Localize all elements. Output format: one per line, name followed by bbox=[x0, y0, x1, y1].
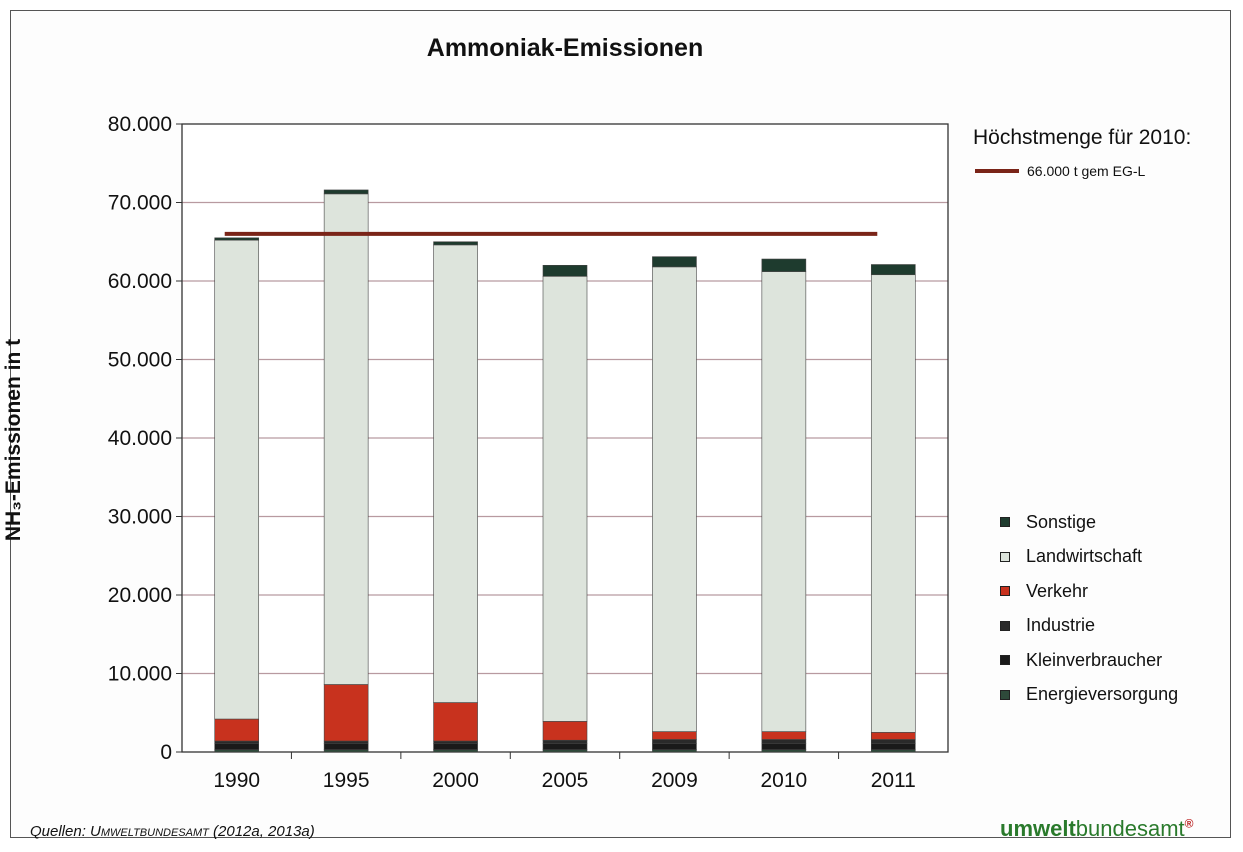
y-tick-label: 0 bbox=[160, 741, 172, 764]
bar-segment bbox=[214, 740, 260, 744]
x-tick-label: 2011 bbox=[871, 769, 916, 792]
bar-segment bbox=[542, 721, 588, 741]
bar-segment bbox=[542, 743, 588, 750]
legend-item: Sonstige bbox=[1000, 505, 1178, 540]
bar-segment bbox=[870, 274, 916, 733]
bar-segment bbox=[761, 743, 807, 750]
limit-legend-title: Höchstmenge für 2010: bbox=[973, 126, 1192, 149]
legend-label: Kleinverbraucher bbox=[1026, 649, 1163, 670]
bar-segment bbox=[761, 739, 807, 744]
bar-segment bbox=[652, 749, 697, 753]
source-prefix: Quellen: bbox=[30, 823, 91, 840]
legend-item: Landwirtschaft bbox=[1000, 540, 1178, 575]
y-tick-label: 60.000 bbox=[108, 270, 172, 293]
bar-segment bbox=[761, 258, 807, 272]
bar-segment bbox=[323, 684, 369, 742]
bar-segment bbox=[323, 740, 369, 744]
bar-segment bbox=[870, 743, 916, 750]
bar-segment bbox=[870, 732, 916, 740]
source-note: Quellen: Umweltbundesamt (2012a, 2013a) bbox=[30, 823, 315, 840]
bar-segment bbox=[652, 739, 697, 744]
legend-swatch bbox=[1000, 620, 1010, 631]
y-tick-label: 50.000 bbox=[108, 349, 172, 372]
bar-segment bbox=[870, 264, 916, 276]
bar-segment bbox=[761, 271, 807, 732]
bar-segment bbox=[652, 266, 697, 732]
bar-segment bbox=[433, 244, 478, 703]
bar-segment bbox=[323, 193, 369, 685]
legend-swatch bbox=[1000, 655, 1010, 666]
bar-segment bbox=[870, 739, 916, 744]
bar-segment bbox=[214, 239, 260, 720]
bar-segment bbox=[323, 189, 369, 195]
series-legend: Sonstige Landwirtschaft Verkehr Industrie Kl… bbox=[1000, 505, 1178, 712]
bar-segment bbox=[761, 731, 807, 740]
bar-segment bbox=[652, 743, 697, 750]
bar-segment bbox=[870, 749, 916, 753]
legend-item: Kleinverbraucher bbox=[1000, 643, 1178, 678]
legend-label: Verkehr bbox=[1026, 580, 1089, 601]
bar-segment bbox=[542, 264, 588, 277]
brand-logo: umweltbundesamt® bbox=[1000, 816, 1194, 842]
y-tick-label: 70.000 bbox=[108, 192, 172, 215]
legend-label: Industrie bbox=[1026, 615, 1096, 636]
x-tick-label: 1990 bbox=[213, 769, 260, 792]
y-tick-label: 40.000 bbox=[108, 427, 172, 450]
bar-segment bbox=[214, 743, 260, 750]
bar-segment bbox=[214, 718, 260, 742]
bar-segment bbox=[652, 256, 697, 268]
y-tick-label: 20.000 bbox=[108, 584, 172, 607]
bar-segment bbox=[433, 749, 478, 753]
bar-segment bbox=[323, 743, 369, 750]
bar-segment bbox=[214, 749, 260, 753]
limit-legend-entry: 66.000 t gem EG-L bbox=[975, 163, 1145, 179]
legend-swatch bbox=[1000, 517, 1010, 528]
y-tick-label: 10.000 bbox=[108, 663, 172, 686]
limit-line-swatch bbox=[975, 169, 1019, 173]
legend-item: Energieversorgung bbox=[1000, 678, 1178, 713]
legend-swatch bbox=[1000, 689, 1010, 700]
source-suffix: (2012a, 2013a) bbox=[208, 823, 315, 840]
brand-rest: bundesamt bbox=[1075, 816, 1185, 841]
x-tick-label: 1995 bbox=[323, 769, 370, 792]
legend-swatch bbox=[1000, 551, 1010, 562]
source-org: Umweltbundesamt bbox=[90, 823, 209, 840]
brand-bold: umwelt bbox=[1000, 816, 1076, 841]
limit-legend-label: 66.000 t gem EG-L bbox=[1027, 163, 1146, 179]
x-tick-label: 2009 bbox=[651, 769, 698, 792]
bar-segment bbox=[652, 731, 697, 740]
legend-item: Verkehr bbox=[1000, 574, 1178, 609]
bar-segment bbox=[433, 702, 478, 742]
legend-swatch bbox=[1000, 586, 1010, 597]
x-tick-label: 2005 bbox=[542, 769, 589, 792]
chart-title: Ammoniak-Emissionen bbox=[426, 34, 704, 62]
brand-mark: ® bbox=[1184, 816, 1194, 831]
legend-label: Sonstige bbox=[1026, 511, 1097, 532]
legend-label: Landwirtschaft bbox=[1026, 546, 1143, 567]
bar-segment bbox=[433, 740, 478, 744]
y-tick-label: 80.000 bbox=[108, 113, 172, 136]
y-tick-label: 30.000 bbox=[108, 506, 172, 529]
legend-label: Energieversorgung bbox=[1026, 684, 1179, 705]
x-tick-label: 2000 bbox=[432, 769, 479, 792]
bar-segment bbox=[323, 749, 369, 753]
bar-segment bbox=[433, 241, 478, 246]
bar-segment bbox=[542, 739, 588, 744]
bar-segment bbox=[433, 743, 478, 750]
bar-segment bbox=[214, 237, 260, 241]
bar-segment bbox=[542, 275, 588, 722]
bar-segment bbox=[542, 749, 588, 753]
legend-item: Industrie bbox=[1000, 609, 1178, 644]
bar-segment bbox=[761, 749, 807, 753]
x-tick-label: 2010 bbox=[760, 769, 807, 792]
